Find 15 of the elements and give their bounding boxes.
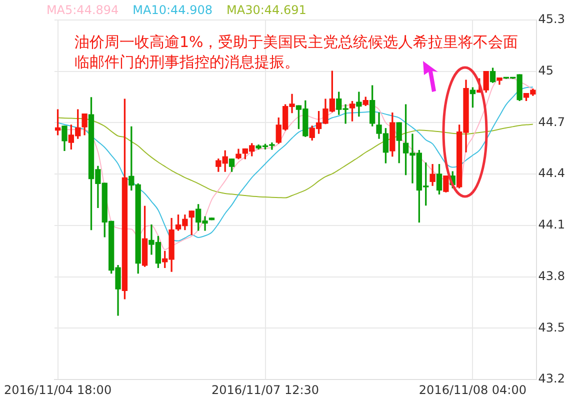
y-tick-label: 45.3	[538, 12, 565, 26]
y-tick-label: 43.5	[538, 320, 565, 334]
text: MA10:44.908	[132, 3, 213, 17]
y-tick-label: 44.1	[538, 218, 565, 232]
x-tick-label: 2016/11/08 04:00	[418, 382, 526, 397]
text: MA30:44.691	[226, 3, 306, 17]
text: MA5:44.894	[46, 3, 119, 17]
y-tick-label: 44.4	[538, 166, 565, 180]
x-tick-label: 2016/11/04 18:00	[4, 382, 112, 397]
y-tick-label: 45	[538, 63, 554, 78]
y-tick-label: 43.2	[538, 372, 565, 386]
annotation: 油价周一收高逾1%，受助于美国民主党总统候选人希拉里将不会面临邮件门的刑事指控的消息提振。	[74, 32, 520, 72]
x-tick-label: 2016/11/07 12:30	[211, 382, 320, 397]
y-tick-label: 44.7	[538, 114, 565, 129]
y-tick-label: 43.8	[538, 268, 565, 283]
